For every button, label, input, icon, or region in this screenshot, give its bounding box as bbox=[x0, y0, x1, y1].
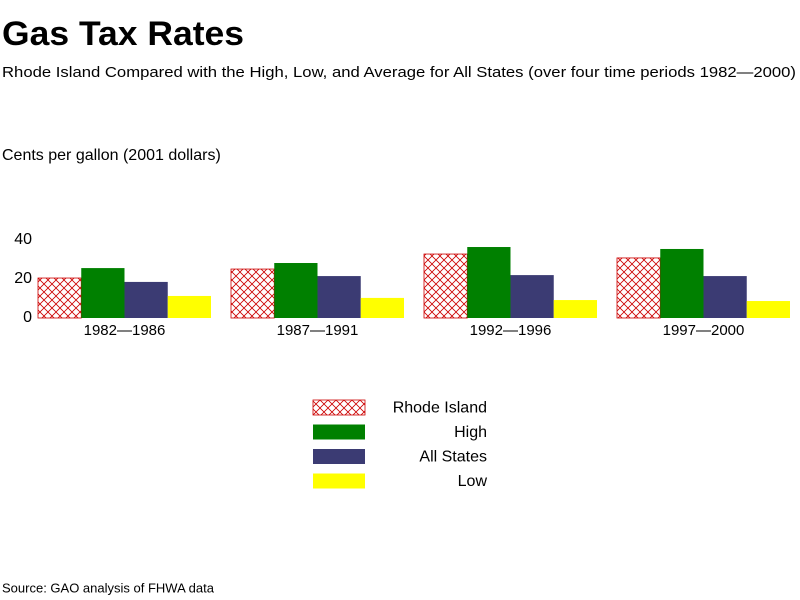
bar bbox=[660, 248, 704, 318]
bar bbox=[317, 276, 361, 318]
legend-swatch bbox=[313, 424, 365, 440]
chart-subtitle: Rhode Island Compared with the High, Low… bbox=[2, 64, 796, 81]
x-tick-label: 1997—2000 bbox=[663, 322, 745, 339]
bar bbox=[616, 257, 661, 319]
bar bbox=[81, 268, 125, 318]
bar bbox=[230, 268, 275, 319]
x-tick-label: 1982—1986 bbox=[84, 322, 166, 339]
bar bbox=[37, 277, 82, 319]
bar bbox=[274, 263, 318, 318]
bar bbox=[467, 247, 511, 318]
bar bbox=[423, 253, 468, 319]
bar bbox=[703, 276, 747, 318]
bar bbox=[553, 300, 597, 318]
legend-swatch bbox=[312, 399, 366, 416]
bar bbox=[746, 301, 790, 318]
bar bbox=[167, 295, 211, 318]
legend-label: Rhode Island bbox=[393, 400, 487, 417]
source-note: Source: GAO analysis of FHWA data bbox=[2, 580, 215, 595]
bar bbox=[124, 281, 168, 318]
x-tick-label: 1987—1991 bbox=[277, 322, 359, 339]
legend-label: All States bbox=[419, 449, 487, 466]
legend-swatch bbox=[313, 449, 365, 464]
y-tick-label: 40 bbox=[14, 231, 32, 248]
legend-label: Low bbox=[458, 473, 488, 490]
chart-title: Gas Tax Rates bbox=[2, 15, 244, 53]
y-axis-label: Cents per gallon (2001 dollars) bbox=[2, 147, 221, 164]
bar bbox=[510, 275, 554, 318]
y-tick-label: 20 bbox=[14, 270, 32, 287]
x-tick-label: 1992—1996 bbox=[470, 322, 552, 339]
bar bbox=[360, 297, 404, 318]
y-tick-label: 0 bbox=[23, 309, 32, 326]
legend-swatch bbox=[313, 473, 365, 489]
legend-label: High bbox=[454, 424, 487, 441]
